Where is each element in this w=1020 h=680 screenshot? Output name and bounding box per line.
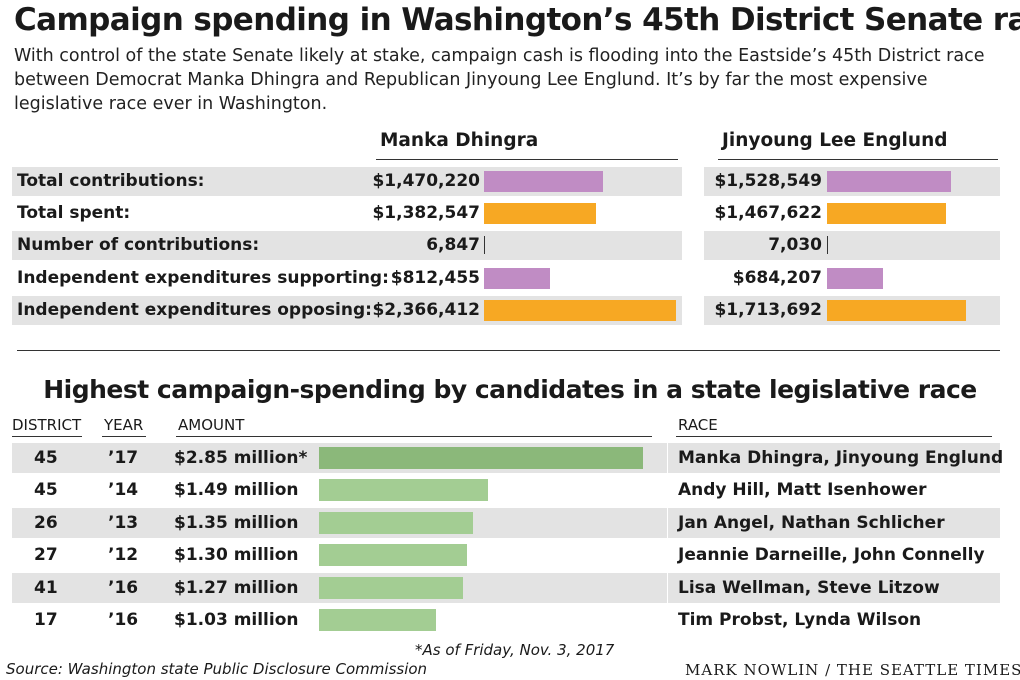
amount-bar <box>319 577 464 599</box>
value-label: 6,847 <box>426 235 480 255</box>
amount-bar <box>319 544 467 566</box>
race-cell: Jeannie Darneille, John Connelly <box>678 545 985 565</box>
row-label: Number of contributions: <box>17 235 260 255</box>
district-cell: 41 <box>34 578 58 598</box>
row-band <box>12 231 682 260</box>
value-label: $812,455 <box>390 268 480 288</box>
district-cell: 17 <box>34 610 58 630</box>
rule-race <box>676 436 992 437</box>
chart-subtitle: With control of the state Senate likely … <box>14 46 985 114</box>
row-band <box>704 231 1000 260</box>
value-label: $1,470,220 <box>372 171 480 191</box>
bar <box>484 171 604 192</box>
race-cell: Tim Probst, Lynda Wilson <box>678 610 922 630</box>
amount-bar <box>319 512 473 534</box>
value-label: $1,528,549 <box>714 171 822 191</box>
rule-district <box>12 436 82 437</box>
year-cell: ’16 <box>108 610 139 630</box>
value-label: 7,030 <box>768 235 822 255</box>
race-cell: Manka Dhingra, Jinyoung Englund <box>678 448 1004 468</box>
count-tick <box>484 236 485 254</box>
header-district: DISTRICT <box>12 416 82 434</box>
amount-bar <box>319 479 489 501</box>
district-cell: 27 <box>34 545 58 565</box>
bar <box>827 203 947 224</box>
candidate-header-englund: Jinyoung Lee Englund <box>722 130 948 151</box>
header-race: RACE <box>678 416 718 434</box>
bar <box>827 300 966 321</box>
bar <box>484 268 550 289</box>
row-label: Independent expenditures opposing: <box>17 300 372 320</box>
value-label: $1,382,547 <box>372 203 480 223</box>
row-band <box>668 508 1000 538</box>
rule-year <box>102 436 146 437</box>
row-label: Total spent: <box>17 203 131 223</box>
bar <box>484 203 597 224</box>
amount-bar <box>319 609 437 631</box>
value-label: $2,366,412 <box>372 300 480 320</box>
year-cell: ’17 <box>108 448 139 468</box>
row-band <box>668 443 1000 473</box>
source-note: Source: Washington state Public Disclosu… <box>6 660 428 678</box>
amount-cell: $1.27 million <box>174 578 299 598</box>
amount-cell: $1.30 million <box>174 545 299 565</box>
credit-line: MARK NOWLIN / THE SEATTLE TIMES <box>685 661 1020 679</box>
row-label: Independent expenditures supporting: <box>17 268 389 288</box>
value-label: $1,467,622 <box>714 203 822 223</box>
count-tick <box>827 236 828 254</box>
amount-cell: $1.35 million <box>174 513 299 533</box>
header-rule-dhingra <box>376 159 678 160</box>
section-divider <box>17 350 1000 351</box>
bar <box>484 300 676 321</box>
race-cell: Lisa Wellman, Steve Litzow <box>678 578 940 598</box>
chart-title: Campaign spending in Washington’s 45th D… <box>14 2 1020 38</box>
value-label: $1,713,692 <box>714 300 822 320</box>
rule-amount <box>176 436 652 437</box>
district-cell: 45 <box>34 480 58 500</box>
amount-cell: $1.49 million <box>174 480 299 500</box>
bar <box>827 171 951 192</box>
value-label: $684,207 <box>732 268 822 288</box>
amount-cell: $1.03 million <box>174 610 299 630</box>
year-cell: ’14 <box>108 480 139 500</box>
amount-cell: $2.85 million* <box>174 448 308 468</box>
year-cell: ’12 <box>108 545 139 565</box>
bar <box>827 268 883 289</box>
year-cell: ’13 <box>108 513 139 533</box>
district-cell: 45 <box>34 448 58 468</box>
amount-bar <box>319 447 643 469</box>
district-cell: 26 <box>34 513 58 533</box>
row-band <box>668 573 1000 603</box>
year-cell: ’16 <box>108 578 139 598</box>
candidate-header-dhingra: Manka Dhingra <box>380 130 539 151</box>
header-rule-englund <box>718 159 998 160</box>
footnote: *As of Friday, Nov. 3, 2017 <box>415 641 615 659</box>
header-amount: AMOUNT <box>178 416 245 434</box>
race-cell: Andy Hill, Matt Isenhower <box>678 480 927 500</box>
header-year: YEAR <box>104 416 144 434</box>
race-cell: Jan Angel, Nathan Schlicher <box>678 513 945 533</box>
ranking-title: Highest campaign-spending by candidates … <box>43 375 977 404</box>
row-label: Total contributions: <box>17 171 205 191</box>
